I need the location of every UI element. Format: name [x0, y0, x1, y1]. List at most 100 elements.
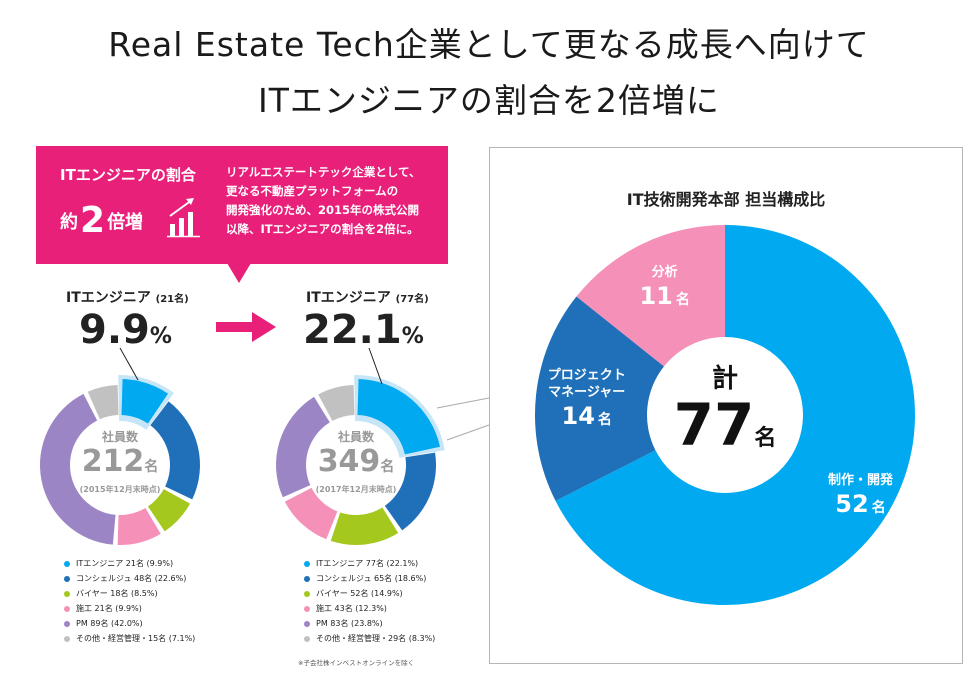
left-center-label: 社員数 [101, 430, 138, 444]
legend-label: PM 83名 (23.8%) [316, 619, 383, 628]
callout-body-line: 開発強化のため、2015年の株式公開 [226, 203, 420, 217]
segment-value: 52 名 [835, 490, 886, 519]
left-center-date: (2015年12月末時点) [79, 485, 161, 494]
leader-line [119, 347, 139, 381]
right-center-value: 349名 [317, 444, 395, 479]
segment-label: 分析 11 名 [595, 264, 735, 315]
segment-category: 制作・開発 [827, 473, 893, 489]
legend-swatch [304, 590, 310, 597]
heading-line-2: ITエンジニアの割合を2倍増に [258, 81, 720, 120]
left-engineer-label: ITエンジニア (21名) [66, 290, 189, 306]
right-center-date: (2017年12月末時点) [315, 485, 397, 494]
legend-item: 施工 21名 (9.9%) [64, 601, 195, 616]
callout-box [36, 146, 448, 264]
left-donut-center: 社員数 212名 (2015年12月末時点) [62, 428, 178, 495]
callout-heading: ITエンジニアの割合 [60, 166, 196, 184]
slice-コンシェルジュ [384, 452, 436, 531]
segment-value: 14 名 [561, 401, 612, 430]
legend-swatch [64, 575, 70, 582]
right-donut-center: 社員数 349名 (2017年12月末時点) [298, 428, 414, 495]
slice-PM [276, 396, 330, 498]
connector-line [436, 397, 490, 409]
legend-item: ITエンジニア 77名 (22.1%) [304, 556, 435, 571]
legend-swatch [304, 560, 310, 567]
legend-item: コンシェルジュ 48名 (22.6%) [64, 571, 195, 586]
legend-item: バイヤー 52名 (14.9%) [304, 586, 435, 601]
slice-ITエンジニア [121, 379, 169, 424]
connector-line [446, 424, 490, 441]
legend-item: その他・経営管理・29名 (8.3%) [304, 631, 435, 646]
slice-バイヤー [330, 507, 399, 545]
legend-item: バイヤー 18名 (8.5%) [64, 586, 195, 601]
slice-施工 [117, 508, 161, 545]
callout-body-line: リアルエステートテック企業として、 [226, 165, 421, 179]
panel-title: IT技術開発本部 担当構成比 [626, 190, 826, 209]
slice-施工 [284, 487, 338, 540]
legend-label: コンシェルジュ 65名 (18.6%) [316, 574, 427, 583]
legend-swatch [64, 590, 70, 597]
legend-swatch [64, 560, 70, 567]
legend-label: コンシェルジュ 48名 (22.6%) [76, 574, 187, 583]
slice-その他・経営管理 [318, 385, 355, 421]
left-center-value: 212名 [81, 444, 159, 479]
legend-2017: ITエンジニア 77名 (22.1%) コンシェルジュ 65名 (18.6%) バイ… [304, 556, 435, 646]
legend-swatch [304, 620, 310, 627]
legend-item: コンシェルジュ 65名 (18.6%) [304, 571, 435, 586]
slice-分析 [576, 225, 725, 367]
legend-label: PM 89名 (42.0%) [76, 619, 143, 628]
panel-center: 計 77名 [650, 358, 800, 469]
segment-value: 11 名 [639, 281, 690, 310]
legend-swatch [304, 605, 310, 612]
panel-center-label: 計 [711, 364, 738, 394]
it-department-panel [489, 147, 963, 664]
legend-item: 施工 43名 (12.3%) [304, 601, 435, 616]
legend-item: ITエンジニア 21名 (9.9%) [64, 556, 195, 571]
legend-item: その他・経営管理・15名 (7.1%) [64, 631, 195, 646]
legend-label: 施工 21名 (9.9%) [76, 604, 142, 613]
legend-item: PM 89名 (42.0%) [64, 616, 195, 631]
legend-swatch [304, 635, 310, 642]
segment-label: 制作・開発 52 名 [790, 472, 930, 523]
slice-バイヤー [147, 489, 191, 532]
footnote: ※子会社株インベストオンラインを除く [298, 659, 415, 667]
legend-swatch [64, 605, 70, 612]
growth-bar-chart-icon [167, 198, 200, 238]
callout-body: リアルエステートテック企業として、 更なる不動産プラットフォームの 開発強化のた… [226, 163, 444, 239]
legend-label: バイヤー 52名 (14.9%) [316, 589, 403, 598]
right-engineer-label: ITエンジニア (77名) [306, 290, 429, 306]
slice-PM [40, 393, 116, 545]
callout-headline: 約2 倍増 [60, 200, 143, 241]
legend-swatch [304, 575, 310, 582]
callout-post: 倍増 [107, 212, 144, 233]
right-engineer-percent: 22.1% [303, 307, 424, 353]
callout-tail [227, 263, 251, 283]
legend-label: その他・経営管理・15名 (7.1%) [76, 634, 196, 643]
legend-2015: ITエンジニア 21名 (9.9%) コンシェルジュ 48名 (22.6%) バイヤ… [64, 556, 195, 646]
callout-pre: 約 [60, 212, 78, 233]
segment-label: プロジェクト マネージャー 14 名 [517, 367, 657, 435]
segment-category: マネージャー [548, 384, 626, 400]
legend-item: PM 83名 (23.8%) [304, 616, 435, 631]
left-engineer-percent: 9.9% [79, 307, 172, 353]
callout-body-line: 更なる不動産プラットフォームの [226, 184, 399, 198]
segment-category: 分析 [651, 264, 678, 280]
legend-label: その他・経営管理・29名 (8.3%) [316, 634, 436, 643]
legend-label: ITエンジニア 77名 (22.1%) [316, 559, 419, 568]
slice-その他・経営管理 [87, 385, 119, 420]
legend-label: ITエンジニア 21名 (9.9%) [76, 559, 174, 568]
leader-line [368, 347, 383, 385]
callout-number: 2 [80, 200, 106, 241]
legend-label: 施工 43名 (12.3%) [316, 604, 387, 613]
legend-label: バイヤー 18名 (8.5%) [76, 589, 158, 598]
legend-swatch [64, 635, 70, 642]
callout-body-line: 以降、ITエンジニアの割合を2倍に。 [226, 222, 419, 236]
right-arrow-icon [216, 312, 276, 342]
slice-プロジェクトマネージャー [535, 296, 665, 501]
slice-制作・開発 [555, 225, 915, 605]
slice-コンシェルジュ [150, 401, 200, 500]
segment-category: プロジェクト [547, 367, 626, 383]
heading-line-1: Real Estate Tech企業として更なる成長へ向けて [108, 25, 870, 64]
